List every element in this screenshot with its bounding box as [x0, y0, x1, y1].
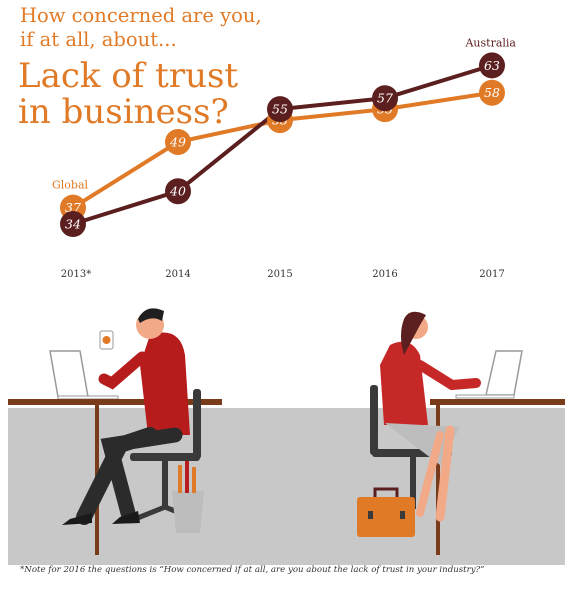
x-tick-label-3: 2016	[372, 269, 397, 280]
data-label-australia-4: 63	[484, 58, 500, 73]
office-illustration	[8, 308, 565, 565]
wastebin-icon	[172, 491, 204, 533]
data-point-australia-2	[267, 96, 293, 123]
legend-label-australia: Australia	[464, 36, 516, 49]
data-label-australia-2: 55	[272, 102, 288, 117]
title-line-1: Lack of trust	[18, 56, 239, 96]
legend-label-global: Global	[52, 179, 89, 192]
data-label-global-1: 49	[169, 134, 186, 149]
data-point-australia-4	[479, 52, 505, 79]
briefcase-icon	[357, 487, 415, 537]
data-label-australia-0: 34	[65, 217, 81, 232]
subtitle-line-2: if at all, about...	[20, 28, 177, 51]
woman-figure-icon	[380, 311, 481, 522]
data-label-australia-3: 57	[377, 91, 393, 106]
chart-title: Lack of trust in business?	[18, 58, 318, 130]
right-chair-icon	[370, 385, 378, 455]
left-chair-icon	[193, 389, 201, 459]
right-desk	[430, 399, 565, 405]
line-chart: 37495355583440555763GlobalAustralia2013*…	[52, 36, 516, 280]
data-point-australia-3	[372, 85, 398, 112]
data-point-global-1	[165, 128, 191, 155]
chart-subtitle: How concerned are you, if at all, about.…	[20, 4, 340, 52]
man-figure-icon	[62, 308, 190, 525]
right-laptop-icon	[485, 350, 523, 396]
x-tick-label-2: 2015	[267, 269, 292, 280]
data-label-global-0: 37	[65, 200, 81, 215]
left-laptop-icon	[49, 350, 89, 398]
data-point-australia-0	[60, 211, 86, 238]
x-tick-label-0: 2013*	[61, 269, 91, 280]
data-label-australia-1: 40	[169, 184, 186, 199]
data-point-global-4	[479, 79, 505, 106]
left-desk	[8, 399, 222, 405]
series-line-australia	[72, 63, 493, 226]
x-tick-label-4: 2017	[479, 269, 504, 280]
data-point-australia-1	[165, 178, 191, 205]
title-line-2: in business?	[18, 92, 229, 132]
data-label-global-4: 58	[484, 85, 500, 100]
footnote: *Note for 2016 the questions is “How con…	[20, 565, 485, 575]
subtitle-line-1: How concerned are you,	[20, 4, 262, 27]
x-tick-label-1: 2014	[165, 269, 190, 280]
